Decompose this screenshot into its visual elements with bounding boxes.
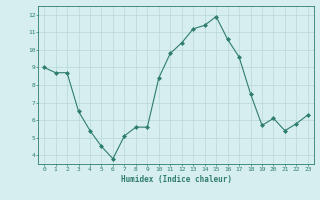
X-axis label: Humidex (Indice chaleur): Humidex (Indice chaleur) bbox=[121, 175, 231, 184]
